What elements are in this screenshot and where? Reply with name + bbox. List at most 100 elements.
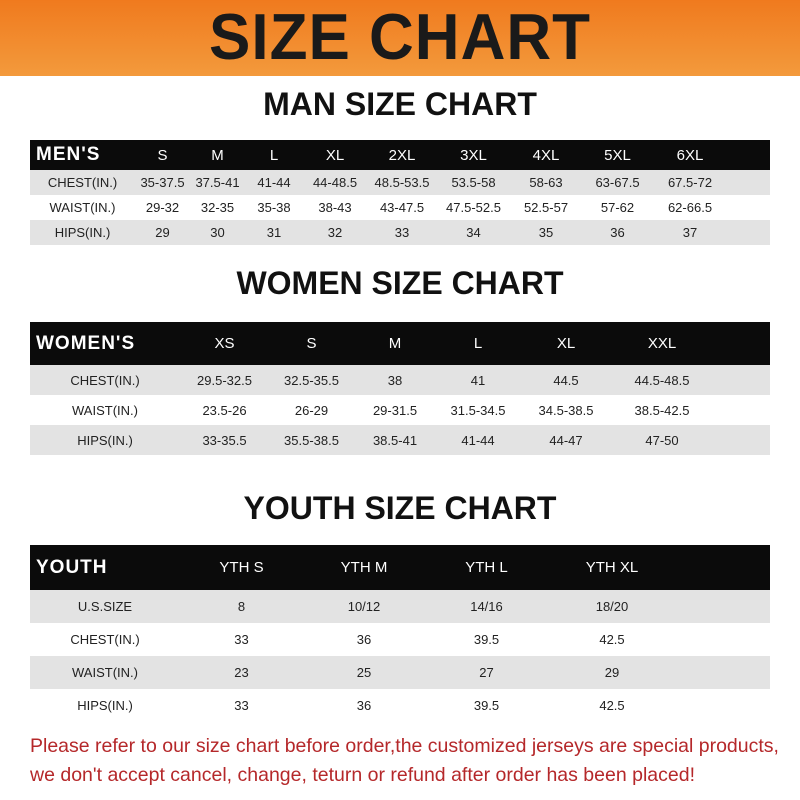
table-cell: 37.5-41: [195, 175, 240, 190]
table-cell: 52.5-57: [523, 200, 569, 215]
table-cell: 32.5-35.5: [284, 372, 339, 388]
table-cell: 63-67.5: [595, 175, 640, 190]
table-cell: 33-35.5: [202, 432, 247, 448]
table-cell: 33: [394, 225, 410, 240]
table-row: HIPS(IN.) 33-35.5 35.5-38.5 38.5-41 41-44 44-…: [30, 425, 770, 455]
table-cell: 35: [538, 225, 554, 240]
table-header-row: YOUTH YTH S YTH M YTH L YTH XL: [30, 545, 770, 590]
table-cell: 25: [356, 665, 372, 680]
table-cell: 23.5-26: [202, 402, 247, 418]
table-header-row: MEN'S S M L XL 2XL 3XL 4XL 5XL 6XL: [30, 140, 770, 170]
table-cell: 48.5-53.5: [374, 175, 430, 190]
table-cell: 10/12: [347, 599, 381, 614]
row-label: CHEST(IN.): [70, 372, 140, 388]
table-cell: YTH M: [340, 559, 388, 576]
table-cell: 31: [266, 225, 282, 240]
table-cell: 41: [470, 372, 486, 388]
table-cell: 8: [237, 599, 246, 614]
table-cell: 38: [387, 372, 403, 388]
table-cell: 30: [210, 225, 225, 240]
table-cell: 4XL: [532, 146, 560, 164]
men-size-table: MEN'S S M L XL 2XL 3XL 4XL 5XL 6XL CHEST(IN.) 35-37…: [30, 140, 770, 245]
table-cell: 39.5: [473, 698, 500, 713]
table-cell: YTH L: [465, 559, 508, 576]
table-row: WAIST(IN.) 23.5-26 26-29 29-31.5 31.5-34.5 34…: [30, 395, 770, 425]
row-label: YOUTH: [36, 556, 108, 578]
table-cell: 29-31.5: [372, 402, 418, 418]
table-cell: 41-44: [257, 175, 291, 190]
table-cell: 44.5-48.5: [634, 372, 690, 388]
table-cell: 35-38: [257, 200, 291, 215]
table-cell: XS: [214, 335, 235, 352]
row-label: WAIST(IN.): [49, 200, 116, 215]
table-cell: YTH XL: [585, 559, 639, 576]
table-cell: 41-44: [461, 432, 495, 448]
table-cell: L: [269, 146, 279, 164]
table-cell: 2XL: [388, 146, 416, 164]
table-cell: 42.5: [599, 632, 625, 647]
table-cell: XL: [325, 146, 345, 164]
table-row: CHEST(IN.) 35-37.5 37.5-41 41-44 44-48.5 48.5…: [30, 170, 770, 195]
table-row: U.S.SIZE 8 10/12 14/16 18/20: [30, 590, 770, 623]
table-cell: 36: [356, 632, 372, 647]
table-cell: S: [157, 146, 168, 164]
row-label: HIPS(IN.): [54, 225, 111, 240]
table-cell: 42.5: [599, 698, 625, 713]
row-label: CHEST(IN.): [47, 175, 118, 190]
table-cell: 35-37.5: [140, 175, 185, 190]
table-cell: 32-35: [200, 200, 235, 215]
table-cell: 44-47: [549, 432, 583, 448]
table-cell: 44-48.5: [312, 175, 358, 190]
table-cell: 38.5-41: [372, 432, 418, 448]
table-cell: 47.5-52.5: [446, 200, 501, 215]
row-label: HIPS(IN.): [77, 432, 133, 448]
table-cell: 34: [466, 225, 481, 240]
row-label: WAIST(IN.): [72, 402, 138, 418]
table-row: CHEST(IN.) 29.5-32.5 32.5-35.5 38 41 44.5 44.5…: [30, 365, 770, 395]
table-row: HIPS(IN.) 29 30 31 32 33 34 35 36 37: [30, 220, 770, 245]
table-cell: 57-62: [600, 200, 635, 215]
table-cell: M: [211, 146, 224, 164]
row-label: U.S.SIZE: [77, 599, 133, 614]
table-cell: 44.5: [553, 372, 579, 388]
table-cell: YTH S: [219, 559, 264, 576]
note-line-1: Please refer to our size chart before or…: [30, 735, 779, 757]
table-cell: 33: [234, 698, 249, 713]
table-cell: 58-63: [529, 175, 563, 190]
banner: SIZE CHART: [0, 0, 800, 76]
table-cell: 35.5-38.5: [284, 432, 339, 448]
table-cell: 47-50: [645, 432, 679, 448]
table-cell: 29-32: [145, 200, 180, 215]
table-cell: 14/16: [470, 599, 503, 614]
table-cell: L: [473, 335, 483, 352]
banner-title: SIZE CHART: [209, 1, 591, 74]
table-cell: 43-47.5: [379, 200, 425, 215]
table-cell: 37: [682, 225, 698, 240]
women-size-chart-title: WOMEN SIZE CHART: [236, 265, 564, 301]
table-cell: 36: [610, 225, 625, 240]
table-cell: 23: [234, 665, 249, 680]
table-row: HIPS(IN.) 33 36 39.5 42.5: [30, 689, 770, 722]
table-cell: 29: [604, 665, 620, 680]
table-cell: 26-29: [294, 402, 329, 418]
table-row: WAIST(IN.) 23 25 27 29: [30, 656, 770, 689]
youth-size-chart-title: YOUTH SIZE CHART: [243, 490, 557, 526]
table-cell: M: [388, 335, 402, 352]
table-cell: 31.5-34.5: [450, 402, 506, 418]
table-cell: 39.5: [473, 632, 500, 647]
note-line-2: we don't accept cancel, change, teturn o…: [30, 764, 695, 786]
row-label: WOMEN'S: [36, 332, 136, 354]
table-header-row: WOMEN'S XS S M L XL XXL: [30, 322, 770, 365]
women-size-table: WOMEN'S XS S M L XL XXL CHEST(IN.) 29.5-32.5 32.5…: [30, 322, 770, 455]
table-cell: 6XL: [676, 146, 704, 164]
row-label: CHEST(IN.): [70, 632, 140, 647]
table-cell: 34.5-38.5: [538, 402, 594, 418]
table-cell: XXL: [647, 335, 677, 352]
table-cell: 5XL: [604, 146, 631, 164]
row-label: HIPS(IN.): [77, 698, 133, 713]
table-cell: 67.5-72: [667, 175, 713, 190]
table-cell: 32: [327, 225, 343, 240]
men-size-chart-title: MAN SIZE CHART: [263, 86, 537, 122]
table-cell: 3XL: [460, 146, 487, 164]
table-cell: 38-43: [318, 200, 352, 215]
